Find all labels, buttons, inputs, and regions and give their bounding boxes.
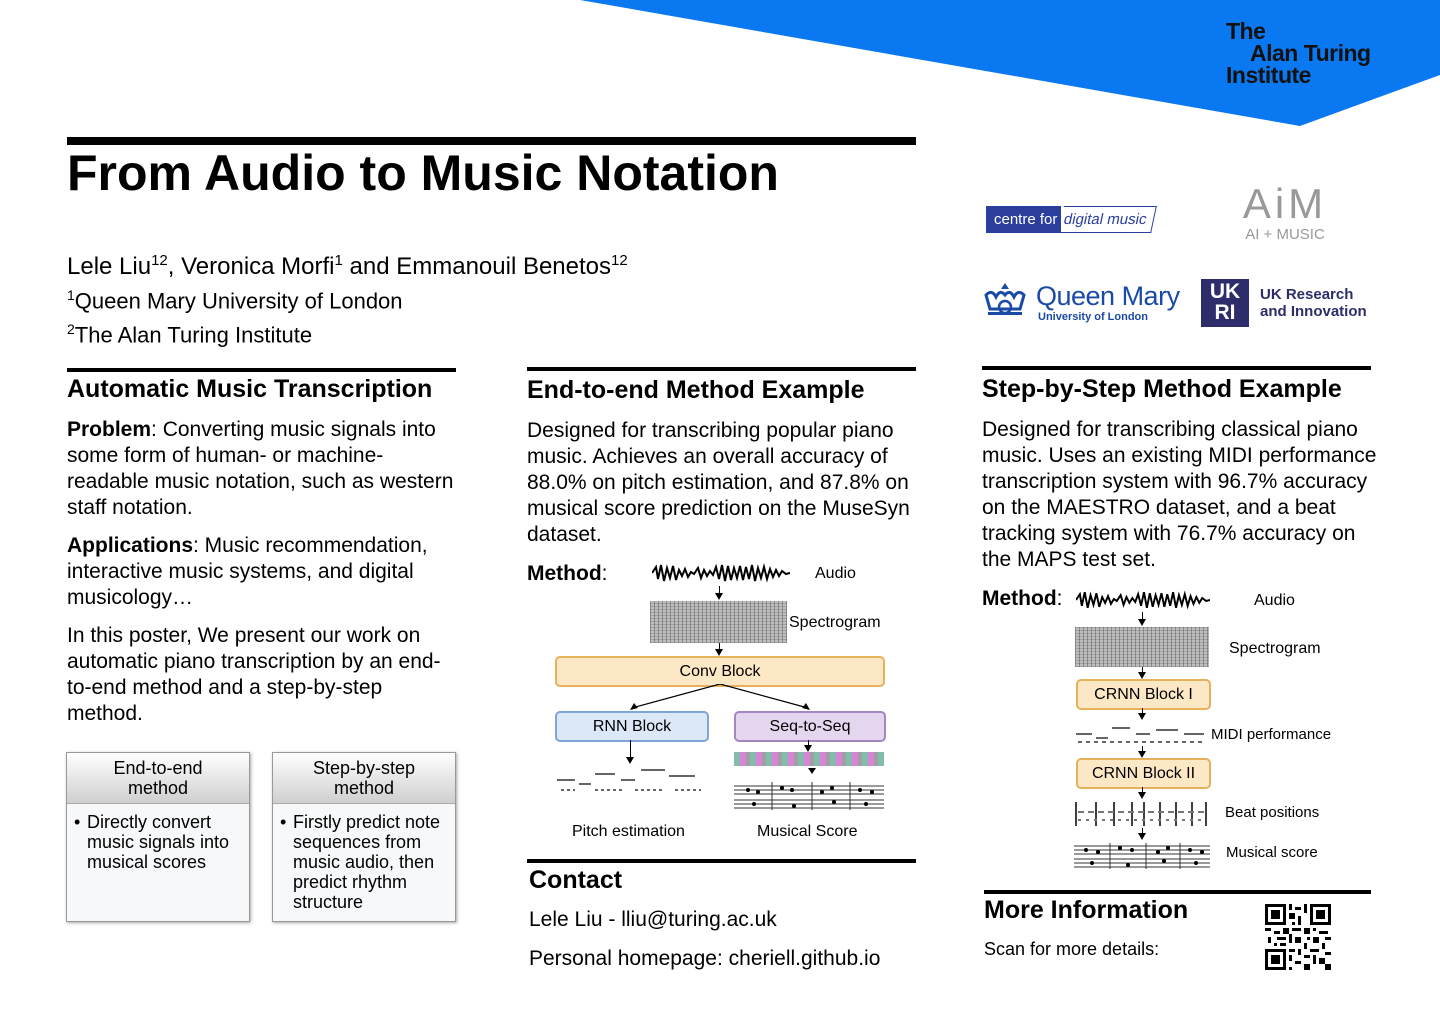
sbs-arrow-crnn1: [1138, 708, 1146, 720]
e2e-score-label: Musical Score: [757, 823, 858, 840]
contact-homepage[interactable]: Personal homepage: cheriell.github.io: [529, 947, 881, 970]
title-rule: [67, 137, 916, 145]
turing-logo-line1: The: [1226, 18, 1266, 44]
e2e-branch-arrows: [630, 684, 810, 710]
affiliation-1: 1Queen Mary University of London: [67, 287, 403, 314]
card-step-by-step-bullet: Firstly predict note sequences from musi…: [273, 804, 455, 912]
author-1: Lele Liu: [67, 253, 152, 280]
e2e-score-image: [734, 782, 884, 810]
author-3-affil: 12: [611, 252, 628, 269]
c4dm-logo-right: digital music: [1058, 206, 1157, 233]
qmul-logo-name: Queen Mary: [1036, 281, 1180, 311]
card-end-to-end-title: End-to-end method: [67, 753, 249, 804]
e2e-arrow-rnn: [626, 740, 634, 764]
e2e-arrow-token: [808, 768, 816, 774]
sbs-method-label: Method:: [982, 587, 1063, 610]
contact-title: Contact: [529, 866, 623, 894]
qmul-crest-icon: [984, 283, 1026, 315]
header-banner: [580, 0, 1440, 126]
more-text: Scan for more details:: [984, 939, 1160, 959]
e2e-seq-to-seq: Seq-to-Seq: [734, 711, 886, 742]
author-list: Lele Liu12, Veronica Morfi1 and Emmanoui…: [67, 246, 628, 350]
qmul-logo[interactable]: Queen Mary University of London: [982, 281, 1180, 323]
e2e-pitch-roll: [557, 769, 701, 791]
e2e-audio-waveform: [652, 563, 790, 583]
e2e-method-label: Method:: [527, 562, 608, 585]
amt-title: Automatic Music Transcription: [67, 375, 433, 403]
e2e-conv-block: Conv Block: [555, 656, 885, 687]
sbs-arrow-audio: [1138, 612, 1146, 626]
more-title: More Information: [984, 896, 1189, 924]
ukri-line1: UK Research: [1260, 286, 1354, 303]
sbs-crnn-block-1: CRNN Block I: [1076, 679, 1211, 710]
sbs-beats-label: Beat positions: [1225, 804, 1320, 821]
amt-applications: Applications: Music recommendation, inte…: [67, 534, 428, 609]
sbs-rule: [982, 366, 1371, 370]
card-step-by-step-title: Step-by-step method: [273, 753, 455, 804]
ukri-logo[interactable]: UK RI UK Research and Innovation: [1201, 279, 1367, 327]
aim-logo[interactable]: AiM AI + MUSIC: [1230, 180, 1340, 244]
e2e-arrow-seq: [804, 740, 812, 752]
sbs-score-label: Musical score: [1226, 844, 1318, 861]
e2e-title: End-to-end Method Example: [527, 376, 865, 404]
e2e-audio-label: Audio: [815, 565, 856, 582]
card-step-by-step: Step-by-step method Firstly predict note…: [272, 752, 456, 922]
sbs-spectrogram-label: Spectrogram: [1229, 640, 1321, 657]
ukri-mark: UK RI: [1201, 279, 1249, 327]
amt-problem: Problem: Converting music signals into s…: [67, 418, 454, 519]
sbs-midi-label: MIDI performance: [1211, 726, 1332, 743]
qmul-logo-sub: University of London: [1038, 311, 1148, 323]
sbs-arrow-spec: [1138, 667, 1146, 679]
authors-line: Lele Liu12, Veronica Morfi1 and Emmanoui…: [67, 246, 628, 281]
qr-code-icon[interactable]: [1265, 904, 1331, 970]
sbs-text: Designed for transcribing classical pian…: [982, 418, 1377, 571]
poster-title: From Audio to Music Notation: [67, 145, 779, 201]
c4dm-logo-left: centre for: [986, 206, 1062, 233]
sbs-crnn-block-2: CRNN Block II: [1076, 758, 1211, 789]
author-3: and Emmanouil Benetos: [342, 253, 612, 280]
c4dm-logo[interactable]: centre for digital music: [986, 206, 1157, 233]
contact-email[interactable]: Lele Liu - lliu@turing.ac.uk: [529, 908, 777, 931]
sbs-score-image: [1074, 843, 1210, 869]
sbs-spectrogram: [1075, 627, 1209, 667]
sbs-arrow-midi: [1138, 746, 1146, 758]
sbs-arrow-beats: [1138, 828, 1146, 840]
author-1-affil: 12: [151, 252, 168, 269]
card-end-to-end: End-to-end method Directly convert music…: [66, 752, 250, 922]
sbs-audio-waveform: [1076, 590, 1210, 610]
turing-logo-line2: Alan Turing: [1250, 40, 1371, 66]
e2e-rule: [527, 367, 916, 371]
e2e-arrow-spec: [715, 643, 723, 656]
amt-intro: In this poster, We present our work on a…: [67, 624, 441, 725]
turing-logo[interactable]: The Alan Turing Institute: [1226, 18, 1371, 88]
aim-logo-mark: AiM: [1242, 180, 1328, 227]
aim-logo-sub: AI + MUSIC: [1245, 226, 1325, 243]
sbs-arrow-crnn2: [1138, 787, 1146, 799]
e2e-rnn-block: RNN Block: [555, 711, 709, 742]
e2e-arrow-audio: [715, 586, 723, 600]
affiliation-2: 2The Alan Turing Institute: [67, 321, 313, 348]
amt-rule: [67, 368, 456, 372]
e2e-token-sequence: [734, 752, 884, 766]
e2e-spectrogram: [650, 601, 787, 643]
e2e-text: Designed for transcribing popular piano …: [527, 419, 910, 546]
contact-rule: [527, 859, 916, 863]
amt-body: Problem: Converting music signals into s…: [67, 417, 459, 739]
turing-logo-line3: Institute: [1226, 62, 1311, 88]
sbs-beat-positions: [1075, 802, 1207, 826]
e2e-spectrogram-label: Spectrogram: [789, 614, 881, 631]
card-end-to-end-bullet: Directly convert music signals into musi…: [67, 804, 249, 872]
sbs-title: Step-by-Step Method Example: [982, 375, 1342, 403]
sbs-midi-roll: [1076, 727, 1204, 743]
more-rule: [984, 890, 1371, 894]
ukri-line2: and Innovation: [1260, 303, 1367, 320]
sbs-audio-label: Audio: [1254, 592, 1295, 609]
author-2-affil: 1: [334, 252, 343, 269]
e2e-pitch-label: Pitch estimation: [572, 823, 685, 840]
author-2: , Veronica Morfi: [167, 253, 335, 280]
